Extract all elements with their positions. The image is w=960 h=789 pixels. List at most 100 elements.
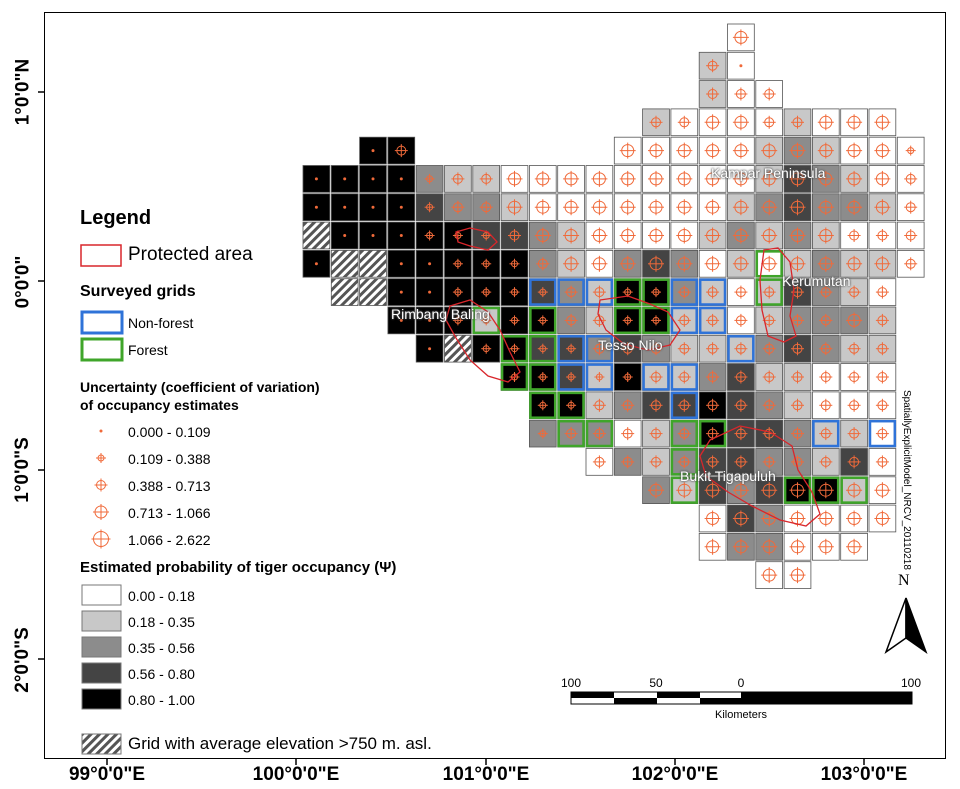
surveyed-nonforest-outline — [585, 363, 614, 391]
surveyed-forest-outline — [614, 306, 642, 335]
legend-uncertainty-heading-2: of occupancy estimates — [80, 397, 239, 413]
grid-cell — [642, 249, 670, 278]
uncertainty-marker — [399, 177, 403, 181]
legend-title: Legend — [80, 207, 152, 229]
surveyed-nonforest-outline — [670, 306, 698, 335]
north-label: N — [898, 572, 910, 589]
legend-uncertainty-class: 0.713 - 1.066 — [128, 505, 211, 521]
uncertainty-marker — [399, 318, 403, 322]
surveyed-nonforest-outline — [670, 391, 698, 419]
uncertainty-marker — [343, 177, 347, 181]
grid-cell — [472, 334, 500, 363]
lon-label-103: 103°0'0"E — [820, 764, 908, 785]
legend-occupancy-class: 0.00 - 0.18 — [128, 588, 195, 604]
surveyed-nonforest-outline — [529, 278, 557, 306]
surveyed-nonforest-outline — [642, 363, 670, 391]
grid-cell — [359, 249, 387, 278]
surveyed-forest-outline — [812, 476, 840, 504]
protected-area-bukit-tigapuluh — [699, 425, 821, 527]
surveyed-forest-outline — [670, 448, 698, 476]
legend-nonforest-swatch — [80, 310, 124, 335]
surveyed-nonforest-outline — [812, 419, 840, 448]
north-arrow-icon — [884, 597, 928, 654]
scale-label: 100 — [900, 676, 922, 690]
surveyed-nonforest-outline — [557, 278, 585, 306]
surveyed-forest-outline — [500, 363, 529, 391]
legend-elevation-label: Grid with average elevation >750 m. asl. — [128, 734, 432, 753]
legend-uncertainty-class: 0.388 - 0.713 — [128, 478, 211, 494]
lon-label-100: 100°0'0"E — [252, 764, 340, 785]
grid-cell — [642, 165, 670, 193]
protected-area-rimbang-baling — [455, 227, 498, 251]
legend-elevation-swatch — [81, 733, 122, 755]
lon-label-101: 101°0'0"E — [442, 764, 530, 785]
surveyed-forest-outline — [755, 250, 783, 278]
grid-cell — [415, 165, 444, 193]
uncertainty-marker — [371, 177, 375, 181]
legend-protected-swatch — [80, 244, 122, 267]
uncertainty-marker — [371, 234, 375, 237]
lon-label-102: 102°0'0"E — [631, 764, 719, 785]
uncertainty-marker — [99, 429, 103, 433]
surveyed-forest-outline — [840, 476, 868, 504]
side-note: SpatiallyExplicitModel_NRCV_20110218 — [901, 390, 912, 570]
grid-cell — [613, 136, 642, 165]
scale-label: 50 — [649, 676, 663, 690]
uncertainty-marker — [314, 205, 318, 209]
surveyed-nonforest-outline — [698, 278, 727, 306]
protected-area-kerumutan — [759, 247, 797, 343]
legend-uncertainty-class: 0.000 - 0.109 — [128, 424, 211, 440]
grid-cell — [642, 108, 670, 137]
surveyed-nonforest-outline — [698, 306, 727, 335]
surveyed-forest-outline — [472, 306, 500, 335]
place-label-tesso: Tesso Nilo — [598, 337, 663, 353]
grid-cell — [670, 165, 699, 193]
place-label-kerumutan: Kerumutan — [782, 273, 851, 289]
legend-nonforest-label: Non-forest — [128, 315, 194, 331]
uncertainty-marker — [314, 262, 318, 266]
legend-occupancy-class: 0.80 - 1.00 — [128, 692, 195, 708]
grid-cell — [444, 193, 472, 222]
surveyed-nonforest-outline — [670, 278, 698, 306]
surveyed-forest-outline — [642, 278, 670, 306]
grid-cell — [359, 278, 387, 306]
legend-protected-label: Protected area — [128, 244, 253, 265]
grid-cell — [330, 249, 359, 278]
scale-label: 0 — [737, 676, 745, 690]
grid-cell — [500, 221, 529, 250]
grid-cell — [868, 108, 897, 137]
uncertainty-marker — [371, 149, 375, 153]
uncertainty-marker — [399, 205, 403, 209]
place-label-bukit: Bukit Tigapuluh — [680, 468, 776, 484]
grid-cell — [868, 221, 897, 250]
grid-cell — [302, 221, 331, 250]
legend-uncertainty-class: 0.109 - 0.388 — [128, 451, 211, 467]
surveyed-forest-outline — [670, 476, 698, 504]
surveyed-forest-outline — [642, 306, 670, 335]
surveyed-forest-outline — [783, 476, 812, 504]
surveyed-forest-outline — [529, 306, 557, 335]
scale-label: 100 — [560, 676, 582, 690]
protected-area-rimbang-baling-south — [445, 299, 521, 383]
uncertainty-marker — [399, 290, 403, 294]
uncertainty-marker — [343, 234, 347, 237]
grid-cell — [698, 193, 727, 222]
legend-forest-swatch — [80, 337, 124, 362]
grid-cell — [557, 193, 585, 222]
legend-occupancy-class: 0.18 - 0.35 — [128, 614, 195, 630]
uncertainty-marker — [428, 318, 432, 322]
surveyed-forest-outline — [670, 419, 698, 448]
grid-cell — [783, 448, 812, 476]
uncertainty-marker — [343, 205, 347, 209]
grid-cell — [387, 193, 416, 222]
grid-cell — [444, 165, 472, 193]
uncertainty-marker — [314, 177, 318, 181]
grid-cell — [330, 278, 359, 306]
surveyed-forest-outline — [557, 391, 585, 419]
surveyed-forest-outline — [529, 335, 557, 363]
lon-label-99: 99°0'0"E — [68, 764, 146, 785]
protected-area-tesso-nilo — [597, 295, 681, 351]
surveyed-nonforest-outline — [727, 335, 755, 363]
surveyed-forest-outline — [557, 419, 585, 448]
